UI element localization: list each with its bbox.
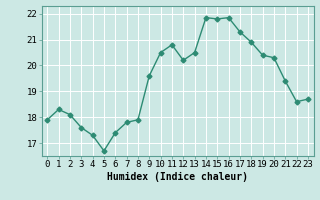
X-axis label: Humidex (Indice chaleur): Humidex (Indice chaleur)	[107, 172, 248, 182]
